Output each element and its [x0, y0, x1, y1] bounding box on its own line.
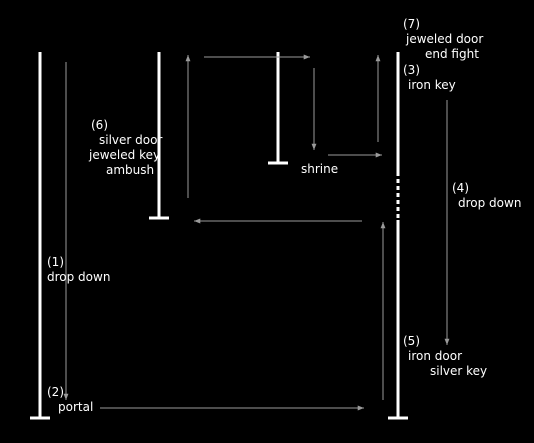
step-1-number: (1) [47, 255, 64, 269]
step-6-text-2: jeweled key [89, 148, 161, 162]
step-7-number: (7) [403, 17, 420, 31]
step-6-text-1: silver door [99, 133, 163, 147]
shrine-label: shrine [301, 162, 339, 176]
step-5-label: (5) iron door silver key [403, 334, 487, 379]
step-4-number: (4) [452, 181, 469, 195]
step-3-text: iron key [408, 78, 456, 92]
step-2-text: portal [58, 400, 94, 414]
step-6-text-3: ambush [106, 163, 155, 177]
step-7-text-2: end fight [425, 47, 479, 61]
step-6-label: (6) silver door jeweled key ambush [89, 118, 162, 178]
step-7-text-1: jeweled door [406, 32, 484, 46]
walls [30, 52, 408, 420]
step-1-label: (1) drop down [47, 255, 110, 285]
step-3-number: (3) [403, 63, 420, 77]
step-3-label: (3) iron key [403, 63, 456, 93]
step-5-text-1: iron door [408, 349, 462, 363]
step-1-text: drop down [47, 270, 111, 284]
step-4-text: drop down [458, 196, 522, 210]
step-6-number: (6) [91, 118, 108, 132]
step-4-label: (4) drop down [452, 181, 521, 211]
step-7-label: (7) jeweled door end fight [403, 17, 483, 62]
step-2-number: (2) [47, 385, 64, 399]
step-5-number: (5) [403, 334, 420, 348]
route-arrows [63, 54, 450, 411]
step-5-text-2: silver key [430, 364, 488, 378]
